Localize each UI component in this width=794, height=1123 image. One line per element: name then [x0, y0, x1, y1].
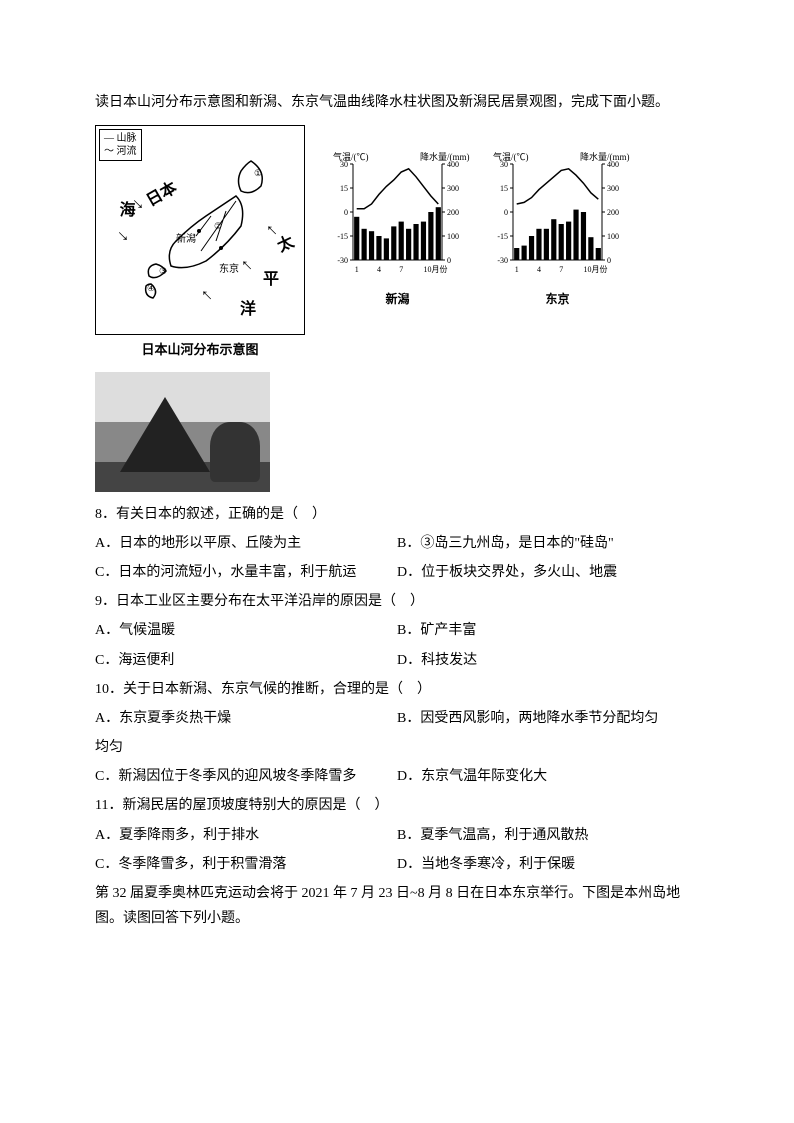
charts-container: 气温/(℃)降水量/(mm)30150-15-30400300200100014…	[325, 125, 630, 311]
svg-text:气温/(℃): 气温/(℃)	[493, 151, 529, 162]
map-caption: 日本山河分布示意图	[95, 338, 305, 361]
q9-option-c: C．海运便利	[95, 648, 397, 673]
svg-text:-15: -15	[497, 232, 508, 241]
svg-text:降水量/(mm): 降水量/(mm)	[580, 151, 630, 162]
svg-text:15: 15	[340, 184, 348, 193]
svg-text:7: 7	[559, 265, 563, 274]
q10-option-d: D．东京气温年际变化大	[397, 764, 699, 789]
q8-option-d: D．位于板块交界处，多火山、地震	[397, 560, 699, 585]
house-image	[95, 372, 270, 492]
tokyo-chart: 气温/(℃) 降水量/(mm) 30 15 0 -15 -30 400 300 200 100 0 1 4…	[485, 150, 630, 311]
svg-text:-30: -30	[337, 256, 348, 265]
map-box: — 山脉 ～ 河流 ① ② ③ ④ 日本 海 新潟 东京 太	[95, 125, 305, 335]
q8-row1: A．日本的地形以平原、丘陵为主 B．③岛三九州岛，是日本的"硅岛"	[95, 531, 699, 556]
q9-option-d: D．科技发达	[397, 648, 699, 673]
label-ping: 平	[263, 266, 279, 295]
svg-text:400: 400	[607, 160, 619, 169]
map-container: — 山脉 ～ 河流 ① ② ③ ④ 日本 海 新潟 东京 太	[95, 125, 305, 361]
q8-stem: 8．有关日本的叙述，正确的是（ ）	[95, 502, 699, 527]
niigata-chart-svg: 气温/(℃) 降水量/(mm) 30 15 0 -15 -30 400 300 200 100 0 1 4…	[325, 150, 470, 280]
svg-text:③: ③	[159, 266, 167, 276]
q11-row2: C．冬季降雪多，利于积雪滑落 D．当地冬季寒冷，利于保暖	[95, 852, 699, 877]
svg-text:-15: -15	[337, 232, 348, 241]
house-tree-icon	[210, 422, 260, 482]
q10-stem: 10．关于日本新潟、东京气候的推断，合理的是（ ）	[95, 677, 699, 702]
svg-text:100: 100	[447, 232, 459, 241]
svg-text:400: 400	[447, 160, 459, 169]
svg-text:1: 1	[515, 265, 519, 274]
q11-stem: 11．新潟民居的屋顶坡度特别大的原因是（ ）	[95, 793, 699, 818]
svg-text:②: ②	[214, 221, 222, 231]
niigata-chart: 气温/(℃) 降水量/(mm) 30 15 0 -15 -30 400 300 200 100 0 1 4…	[325, 150, 470, 311]
q10-row2: C．新潟因位于冬季风的迎风坡冬季降雪多 D．东京气温年际变化大	[95, 764, 699, 789]
svg-text:0: 0	[607, 256, 611, 265]
q9-row1: A．气候温暖 B．矿产丰富	[95, 618, 699, 643]
svg-text:100: 100	[607, 232, 619, 241]
svg-text:200: 200	[447, 208, 459, 217]
svg-text:10月份: 10月份	[583, 264, 607, 274]
q10-row1: A．东京夏季炎热干燥 B．因受西风影响，两地降水季节分配均匀	[95, 706, 699, 731]
svg-text:1: 1	[355, 265, 359, 274]
images-row: — 山脉 ～ 河流 ① ② ③ ④ 日本 海 新潟 东京 太	[95, 125, 699, 361]
city-niigata-label: 新潟	[176, 231, 196, 249]
q10-option-a: A．东京夏季炎热干燥	[95, 706, 397, 731]
arrow-icon: →	[107, 217, 143, 253]
svg-text:降水量/(mm): 降水量/(mm)	[420, 151, 470, 162]
q9-row2: C．海运便利 D．科技发达	[95, 648, 699, 673]
q9-stem: 9．日本工业区主要分布在太平洋沿岸的原因是（ ）	[95, 589, 699, 614]
niigata-caption: 新潟	[325, 289, 470, 311]
intro-text: 读日本山河分布示意图和新潟、东京气温曲线降水柱状图及新潟民居景观图，完成下面小题…	[95, 90, 699, 115]
passage2: 第 32 届夏季奥林匹克运动会将于 2021 年 7 月 23 日~8 月 8 …	[95, 881, 699, 931]
legend-river: ～ 河流	[104, 145, 137, 158]
q11-option-c: C．冬季降雪多，利于积雪滑落	[95, 852, 397, 877]
svg-text:-30: -30	[497, 256, 508, 265]
svg-text:4: 4	[377, 265, 381, 274]
svg-text:①: ①	[254, 168, 262, 178]
map-legend: — 山脉 ～ 河流	[99, 129, 142, 161]
svg-text:200: 200	[607, 208, 619, 217]
q10-b-cont: 均匀	[95, 735, 699, 760]
q9-option-b: B．矿产丰富	[397, 618, 699, 643]
svg-text:④: ④	[147, 283, 155, 293]
legend-mountain: — 山脉	[104, 132, 137, 145]
q10-option-c: C．新潟因位于冬季风的迎风坡冬季降雪多	[95, 764, 397, 789]
tokyo-chart-svg: 气温/(℃) 降水量/(mm) 30 15 0 -15 -30 400 300 200 100 0 1 4…	[485, 150, 630, 280]
svg-text:4: 4	[537, 265, 541, 274]
svg-text:300: 300	[607, 184, 619, 193]
tokyo-caption: 东京	[485, 289, 630, 311]
q10-option-b: B．因受西风影响，两地降水季节分配均匀	[397, 706, 699, 731]
svg-text:30: 30	[340, 160, 348, 169]
house-roof-icon	[120, 397, 210, 472]
svg-text:15: 15	[500, 184, 508, 193]
q11-option-a: A．夏季降雨多，利于排水	[95, 823, 397, 848]
q11-option-d: D．当地冬季寒冷，利于保暖	[397, 852, 699, 877]
q11-row1: A．夏季降雨多，利于排水 B．夏季气温高，利于通风散热	[95, 823, 699, 848]
svg-text:30: 30	[500, 160, 508, 169]
q8-option-b: B．③岛三九州岛，是日本的"硅岛"	[397, 531, 699, 556]
svg-text:300: 300	[447, 184, 459, 193]
svg-text:0: 0	[504, 208, 508, 217]
svg-text:10月份: 10月份	[423, 264, 447, 274]
svg-text:气温/(℃): 气温/(℃)	[333, 151, 369, 162]
svg-text:0: 0	[344, 208, 348, 217]
svg-text:0: 0	[447, 256, 451, 265]
label-yang: 洋	[240, 296, 256, 325]
q11-option-b: B．夏季气温高，利于通风散热	[397, 823, 699, 848]
svg-text:7: 7	[399, 265, 403, 274]
q8-row2: C．日本的河流短小，水量丰富，利于航运 D．位于板块交界处，多火山、地震	[95, 560, 699, 585]
q8-option-a: A．日本的地形以平原、丘陵为主	[95, 531, 397, 556]
q9-option-a: A．气候温暖	[95, 618, 397, 643]
q8-option-c: C．日本的河流短小，水量丰富，利于航运	[95, 560, 397, 585]
